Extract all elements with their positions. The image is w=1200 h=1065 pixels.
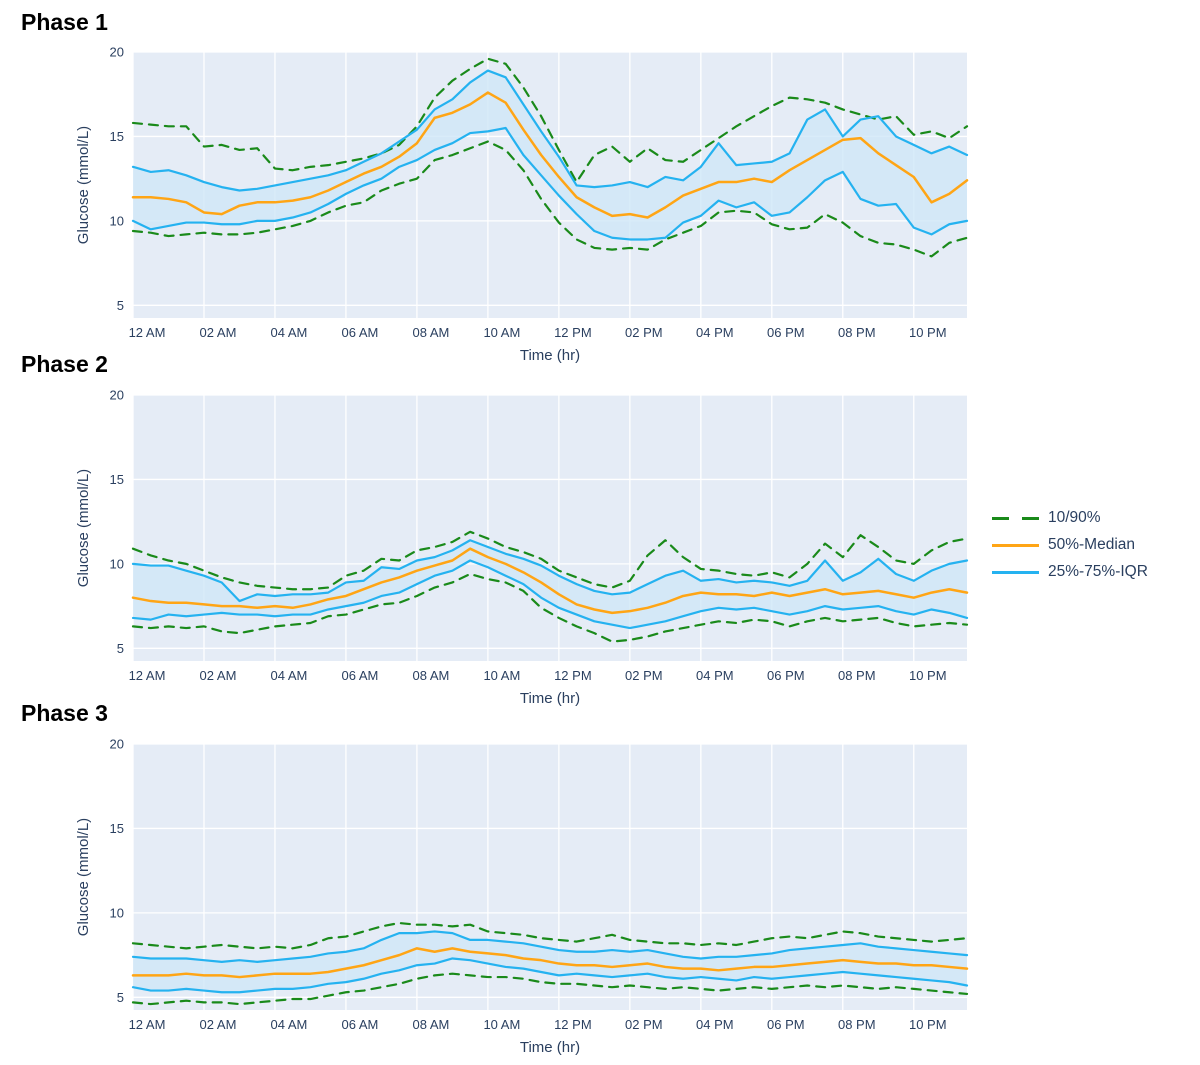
y-tick-label: 15 — [110, 472, 124, 487]
y-tick-label: 5 — [117, 298, 124, 313]
series-p50-line — [131, 947, 969, 979]
x-tick-label: 12 PM — [554, 325, 592, 340]
x-tick-label: 02 AM — [200, 325, 237, 340]
legend-label: 50%-Median — [1048, 536, 1136, 553]
y-tick-label: 5 — [117, 641, 124, 656]
x-tick-label: 10 PM — [909, 1017, 947, 1032]
x-tick-label: 04 PM — [696, 325, 734, 340]
x-tick-label: 08 AM — [412, 668, 449, 683]
x-tick-label: 10 AM — [483, 668, 520, 683]
x-tick-label: 08 AM — [412, 1017, 449, 1032]
y-axis-title: Glucose (mmol/L) — [75, 818, 92, 936]
legend-item-median[interactable]: 50%-Median — [992, 536, 1148, 554]
x-tick-label: 12 PM — [554, 1017, 592, 1032]
phase-1-title: Phase 1 — [21, 9, 108, 35]
series-p25-line — [131, 957, 969, 994]
series-p75-line — [131, 930, 969, 963]
series-p50-line — [131, 91, 969, 219]
series-p50-line — [131, 547, 969, 615]
x-tick-label: 06 AM — [342, 1017, 379, 1032]
x-axis-title: Time (hr) — [520, 1039, 580, 1056]
x-tick-label: 08 PM — [838, 1017, 876, 1032]
x-tick-label: 02 PM — [625, 325, 663, 340]
phase-2-title: Phase 2 — [21, 351, 108, 377]
x-tick-label: 02 PM — [625, 1017, 663, 1032]
y-tick-label: 20 — [110, 737, 124, 752]
series-p10-line — [131, 572, 969, 643]
y-tick-label: 20 — [110, 45, 124, 60]
x-tick-label: 08 PM — [838, 668, 876, 683]
x-tick-label: 04 AM — [271, 1017, 308, 1032]
x-tick-label: 12 AM — [129, 668, 166, 683]
x-tick-label: 02 AM — [200, 1017, 237, 1032]
series-p75-line — [131, 69, 969, 192]
dashed-line-icon — [992, 516, 1039, 520]
solid-line-icon — [992, 570, 1039, 574]
phase-3-chart[interactable]: 5 10 15 20 12 AM 02 AM 04 AM 06 AM 08 AM 10 AM 12 … — [0, 732, 1000, 1064]
phase-3-title: Phase 3 — [21, 700, 108, 726]
x-tick-label: 06 PM — [767, 1017, 805, 1032]
x-tick-label: 04 PM — [696, 668, 734, 683]
x-tick-label: 06 AM — [342, 325, 379, 340]
x-tick-label: 12 PM — [554, 668, 592, 683]
solid-line-icon — [992, 543, 1039, 547]
x-tick-label: 10 PM — [909, 325, 947, 340]
x-tick-label: 10 PM — [909, 668, 947, 683]
x-tick-label: 10 AM — [483, 325, 520, 340]
y-tick-label: 15 — [110, 821, 124, 836]
legend-label: 25%-75%-IQR — [1048, 563, 1148, 580]
series-p90-line — [131, 57, 969, 184]
legend: 10/90% 50%-Median 25%-75%-IQR — [992, 509, 1148, 581]
y-tick-label: 10 — [110, 905, 124, 920]
y-tick-label: 5 — [117, 990, 124, 1005]
series-p75-line — [131, 539, 969, 603]
y-tick-label: 10 — [110, 556, 124, 571]
iqr-band — [133, 70, 967, 240]
x-tick-label: 12 AM — [129, 1017, 166, 1032]
x-tick-label: 02 PM — [625, 668, 663, 683]
x-axis-title: Time (hr) — [520, 347, 580, 364]
series-p10-line — [131, 140, 969, 258]
y-axis-title: Glucose (mmol/L) — [75, 469, 92, 587]
x-tick-label: 08 AM — [412, 325, 449, 340]
x-tick-label: 08 PM — [838, 325, 876, 340]
x-tick-label: 06 PM — [767, 668, 805, 683]
phase-1-chart[interactable]: 5 10 15 20 12 AM 02 AM 04 AM 06 AM 08 AM 10 AM 12 … — [0, 40, 1000, 372]
x-tick-label: 04 PM — [696, 1017, 734, 1032]
x-tick-label: 06 PM — [767, 325, 805, 340]
legend-item-10-90[interactable]: 10/90% — [992, 509, 1148, 527]
y-tick-label: 15 — [110, 129, 124, 144]
x-tick-label: 02 AM — [200, 668, 237, 683]
legend-label: 10/90% — [1048, 509, 1101, 526]
x-tick-label: 10 AM — [483, 1017, 520, 1032]
x-tick-label: 06 AM — [342, 668, 379, 683]
y-tick-label: 10 — [110, 213, 124, 228]
y-axis-title: Glucose (mmol/L) — [75, 126, 92, 244]
series-p25-line — [131, 126, 969, 241]
y-tick-label: 20 — [110, 388, 124, 403]
series-p90-line — [131, 530, 969, 591]
series-p25-line — [131, 559, 969, 630]
series-p90-line — [131, 921, 969, 950]
x-tick-label: 04 AM — [271, 668, 308, 683]
x-axis-title: Time (hr) — [520, 690, 580, 707]
series-p10-line — [131, 972, 969, 1006]
x-tick-label: 04 AM — [271, 325, 308, 340]
x-tick-label: 12 AM — [129, 325, 166, 340]
legend-item-iqr[interactable]: 25%-75%-IQR — [992, 563, 1148, 581]
phase-2-chart[interactable]: 5 10 15 20 12 AM 02 AM 04 AM 06 AM 08 AM 10 AM 12 … — [0, 383, 1000, 715]
